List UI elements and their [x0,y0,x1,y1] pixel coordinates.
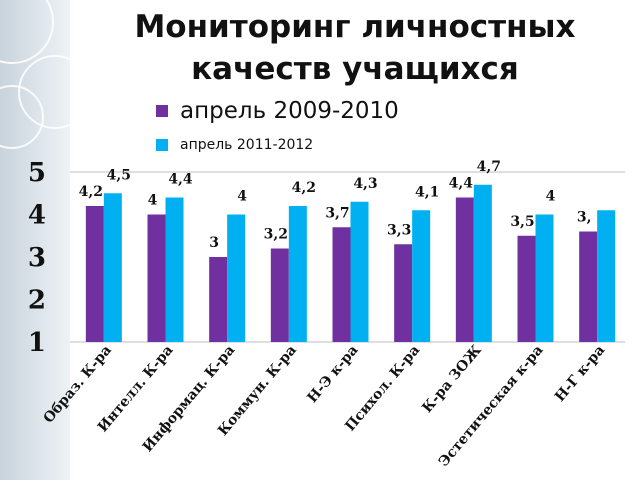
bar [209,257,228,342]
bar [103,193,122,342]
data-label: 4,4 [449,176,474,192]
data-label: 4,4 [168,172,193,188]
bar [270,248,289,342]
data-label: 4 [237,189,247,205]
bar [165,197,184,342]
bar [535,214,554,342]
data-label: 4,3 [353,176,377,192]
data-label: 3 [209,235,219,251]
y-tick-label: 1 [28,328,46,358]
data-label: 4,5 [107,167,131,183]
bar [350,201,369,342]
x-tick-label: Н-Э к-ра [304,342,361,406]
bar [412,210,431,342]
bar [455,197,474,342]
x-tick-label: Эстетическая к-ра [436,342,547,470]
data-label: 3,5 [510,214,534,230]
bar [332,227,351,342]
y-tick-label: 3 [28,243,46,273]
data-label: 3,7 [325,205,349,221]
legend-item-2011: апрель 2011-2012 [156,137,476,153]
data-label: 3,3 [387,222,411,238]
legend-item-2009: апрель 2009-2010 [156,98,476,124]
data-label: 4,2 [292,180,316,196]
legend-swatch-2009 [156,105,168,117]
legend-swatch-2011 [156,139,168,151]
data-label: 4,1 [415,184,439,200]
legend-label-2011: апрель 2011-2012 [180,137,314,153]
slide-title: Мониторинг личностных качеств учащихся [134,9,576,87]
data-labels: 4,24,544,4343,24,23,74,33,34,14,44,73,54… [79,159,592,251]
bar [517,235,536,342]
data-label: 3, [577,210,592,226]
bars [85,184,616,342]
data-label: 4,2 [79,184,103,200]
bar [288,206,307,342]
data-label: 4,7 [477,159,501,175]
y-axis-ticks: 1 2 3 4 5 [28,158,46,358]
bar [597,210,616,342]
data-label: 4 [148,193,158,209]
x-tick-label: Н-Г к-ра [552,342,608,405]
bar [394,244,413,342]
x-tick-label: К-ра ЗОЖ [419,342,485,416]
y-tick-label: 2 [28,286,46,316]
bar [579,231,598,342]
bar [227,214,246,342]
data-label: 4 [546,189,556,205]
y-tick-label: 4 [28,201,46,231]
bar [85,206,104,342]
bar [147,214,166,342]
data-label: 3,2 [264,227,288,243]
y-tick-label: 5 [28,158,46,188]
bar [473,184,492,342]
legend-label-2009: апрель 2009-2010 [180,98,399,124]
